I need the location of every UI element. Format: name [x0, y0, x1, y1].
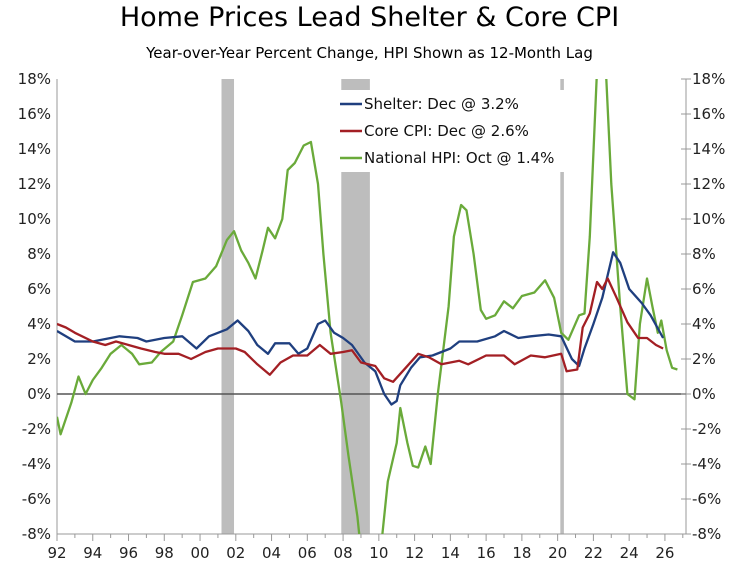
y-tick-label-left: 2% — [27, 350, 51, 368]
y-tick-label-right: -8% — [692, 525, 721, 543]
x-tick-label: 96 — [119, 544, 138, 562]
x-tick-label: 04 — [262, 544, 281, 562]
x-tick-label: 92 — [47, 544, 66, 562]
x-tick-label: 24 — [620, 544, 639, 562]
legend-label: Shelter: Dec @ 3.2% — [364, 95, 519, 113]
chart-title: Home Prices Lead Shelter & Core CPI — [119, 2, 620, 33]
recession-bar — [221, 79, 235, 534]
legend-label: National HPI: Oct @ 1.4% — [364, 149, 554, 167]
x-tick-label: 12 — [405, 544, 424, 562]
y-tick-label-right: 12% — [692, 175, 725, 193]
y-tick-label-right: 6% — [692, 280, 716, 298]
chart-subtitle: Year-over-Year Percent Change, HPI Shown… — [146, 44, 593, 62]
y-tick-label-left: 18% — [18, 70, 51, 88]
x-tick-label: 20 — [548, 544, 567, 562]
y-tick-label-left: 14% — [18, 140, 51, 158]
y-tick-label-right: 10% — [692, 210, 725, 228]
x-tick-label: 06 — [298, 544, 317, 562]
y-tick-label-left: 16% — [18, 105, 51, 123]
y-tick-label-left: -8% — [22, 525, 51, 543]
y-tick-label-right: 8% — [692, 245, 716, 263]
y-tick-label-left: 6% — [27, 280, 51, 298]
y-tick-label-left: 0% — [27, 385, 51, 403]
recession-bar — [560, 79, 564, 534]
y-tick-label-right: 0% — [692, 385, 716, 403]
y-tick-label-right: -4% — [692, 455, 721, 473]
x-tick-label: 18 — [512, 544, 531, 562]
y-tick-label-left: -2% — [22, 420, 51, 438]
y-tick-label-right: 18% — [692, 70, 725, 88]
x-tick-label: 22 — [584, 544, 603, 562]
y-tick-label-right: 2% — [692, 350, 716, 368]
x-tick-label: 08 — [334, 544, 353, 562]
y-tick-label-right: 14% — [692, 140, 725, 158]
y-tick-label-left: 10% — [18, 210, 51, 228]
y-tick-label-right: 16% — [692, 105, 725, 123]
y-tick-label-left: 12% — [18, 175, 51, 193]
legend-label: Core CPI: Dec @ 2.6% — [364, 122, 529, 140]
y-tick-label-right: 4% — [692, 315, 716, 333]
y-tick-label-left: -6% — [22, 490, 51, 508]
series-line-1 — [57, 277, 664, 383]
y-tick-label-right: -2% — [692, 420, 721, 438]
x-tick-label: 00 — [190, 544, 209, 562]
y-tick-label-left: -4% — [22, 455, 51, 473]
y-tick-label-left: 4% — [27, 315, 51, 333]
x-tick-label: 98 — [155, 544, 174, 562]
x-tick-label: 16 — [477, 544, 496, 562]
x-tick-label: 10 — [369, 544, 388, 562]
series-line-2 — [57, 79, 678, 534]
x-tick-label: 94 — [83, 544, 102, 562]
series-line-0 — [57, 251, 665, 406]
y-tick-label-left: 8% — [27, 245, 51, 263]
x-tick-label: 14 — [441, 544, 460, 562]
legend-background — [336, 90, 586, 172]
x-tick-label: 02 — [226, 544, 245, 562]
y-tick-label-right: -6% — [692, 490, 721, 508]
x-tick-label: 26 — [655, 544, 674, 562]
